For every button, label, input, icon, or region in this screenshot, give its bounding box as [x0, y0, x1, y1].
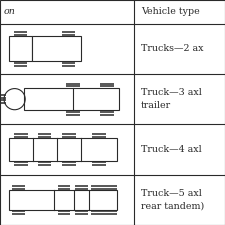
Bar [9, 190, 117, 210]
Text: Truck—3 axl
trailer: Truck—3 axl trailer [141, 88, 202, 110]
Text: Truck—5 axl
rear tandem): Truck—5 axl rear tandem) [141, 189, 204, 211]
Bar [32, 36, 81, 61]
Bar [9, 36, 32, 61]
Text: Truck—4 axl: Truck—4 axl [141, 145, 201, 154]
Text: on: on [3, 7, 15, 16]
Bar [24, 88, 119, 110]
Bar [9, 138, 117, 161]
Text: Vehicle type: Vehicle type [141, 7, 199, 16]
Text: Trucks—2 ax: Trucks—2 ax [141, 44, 203, 53]
